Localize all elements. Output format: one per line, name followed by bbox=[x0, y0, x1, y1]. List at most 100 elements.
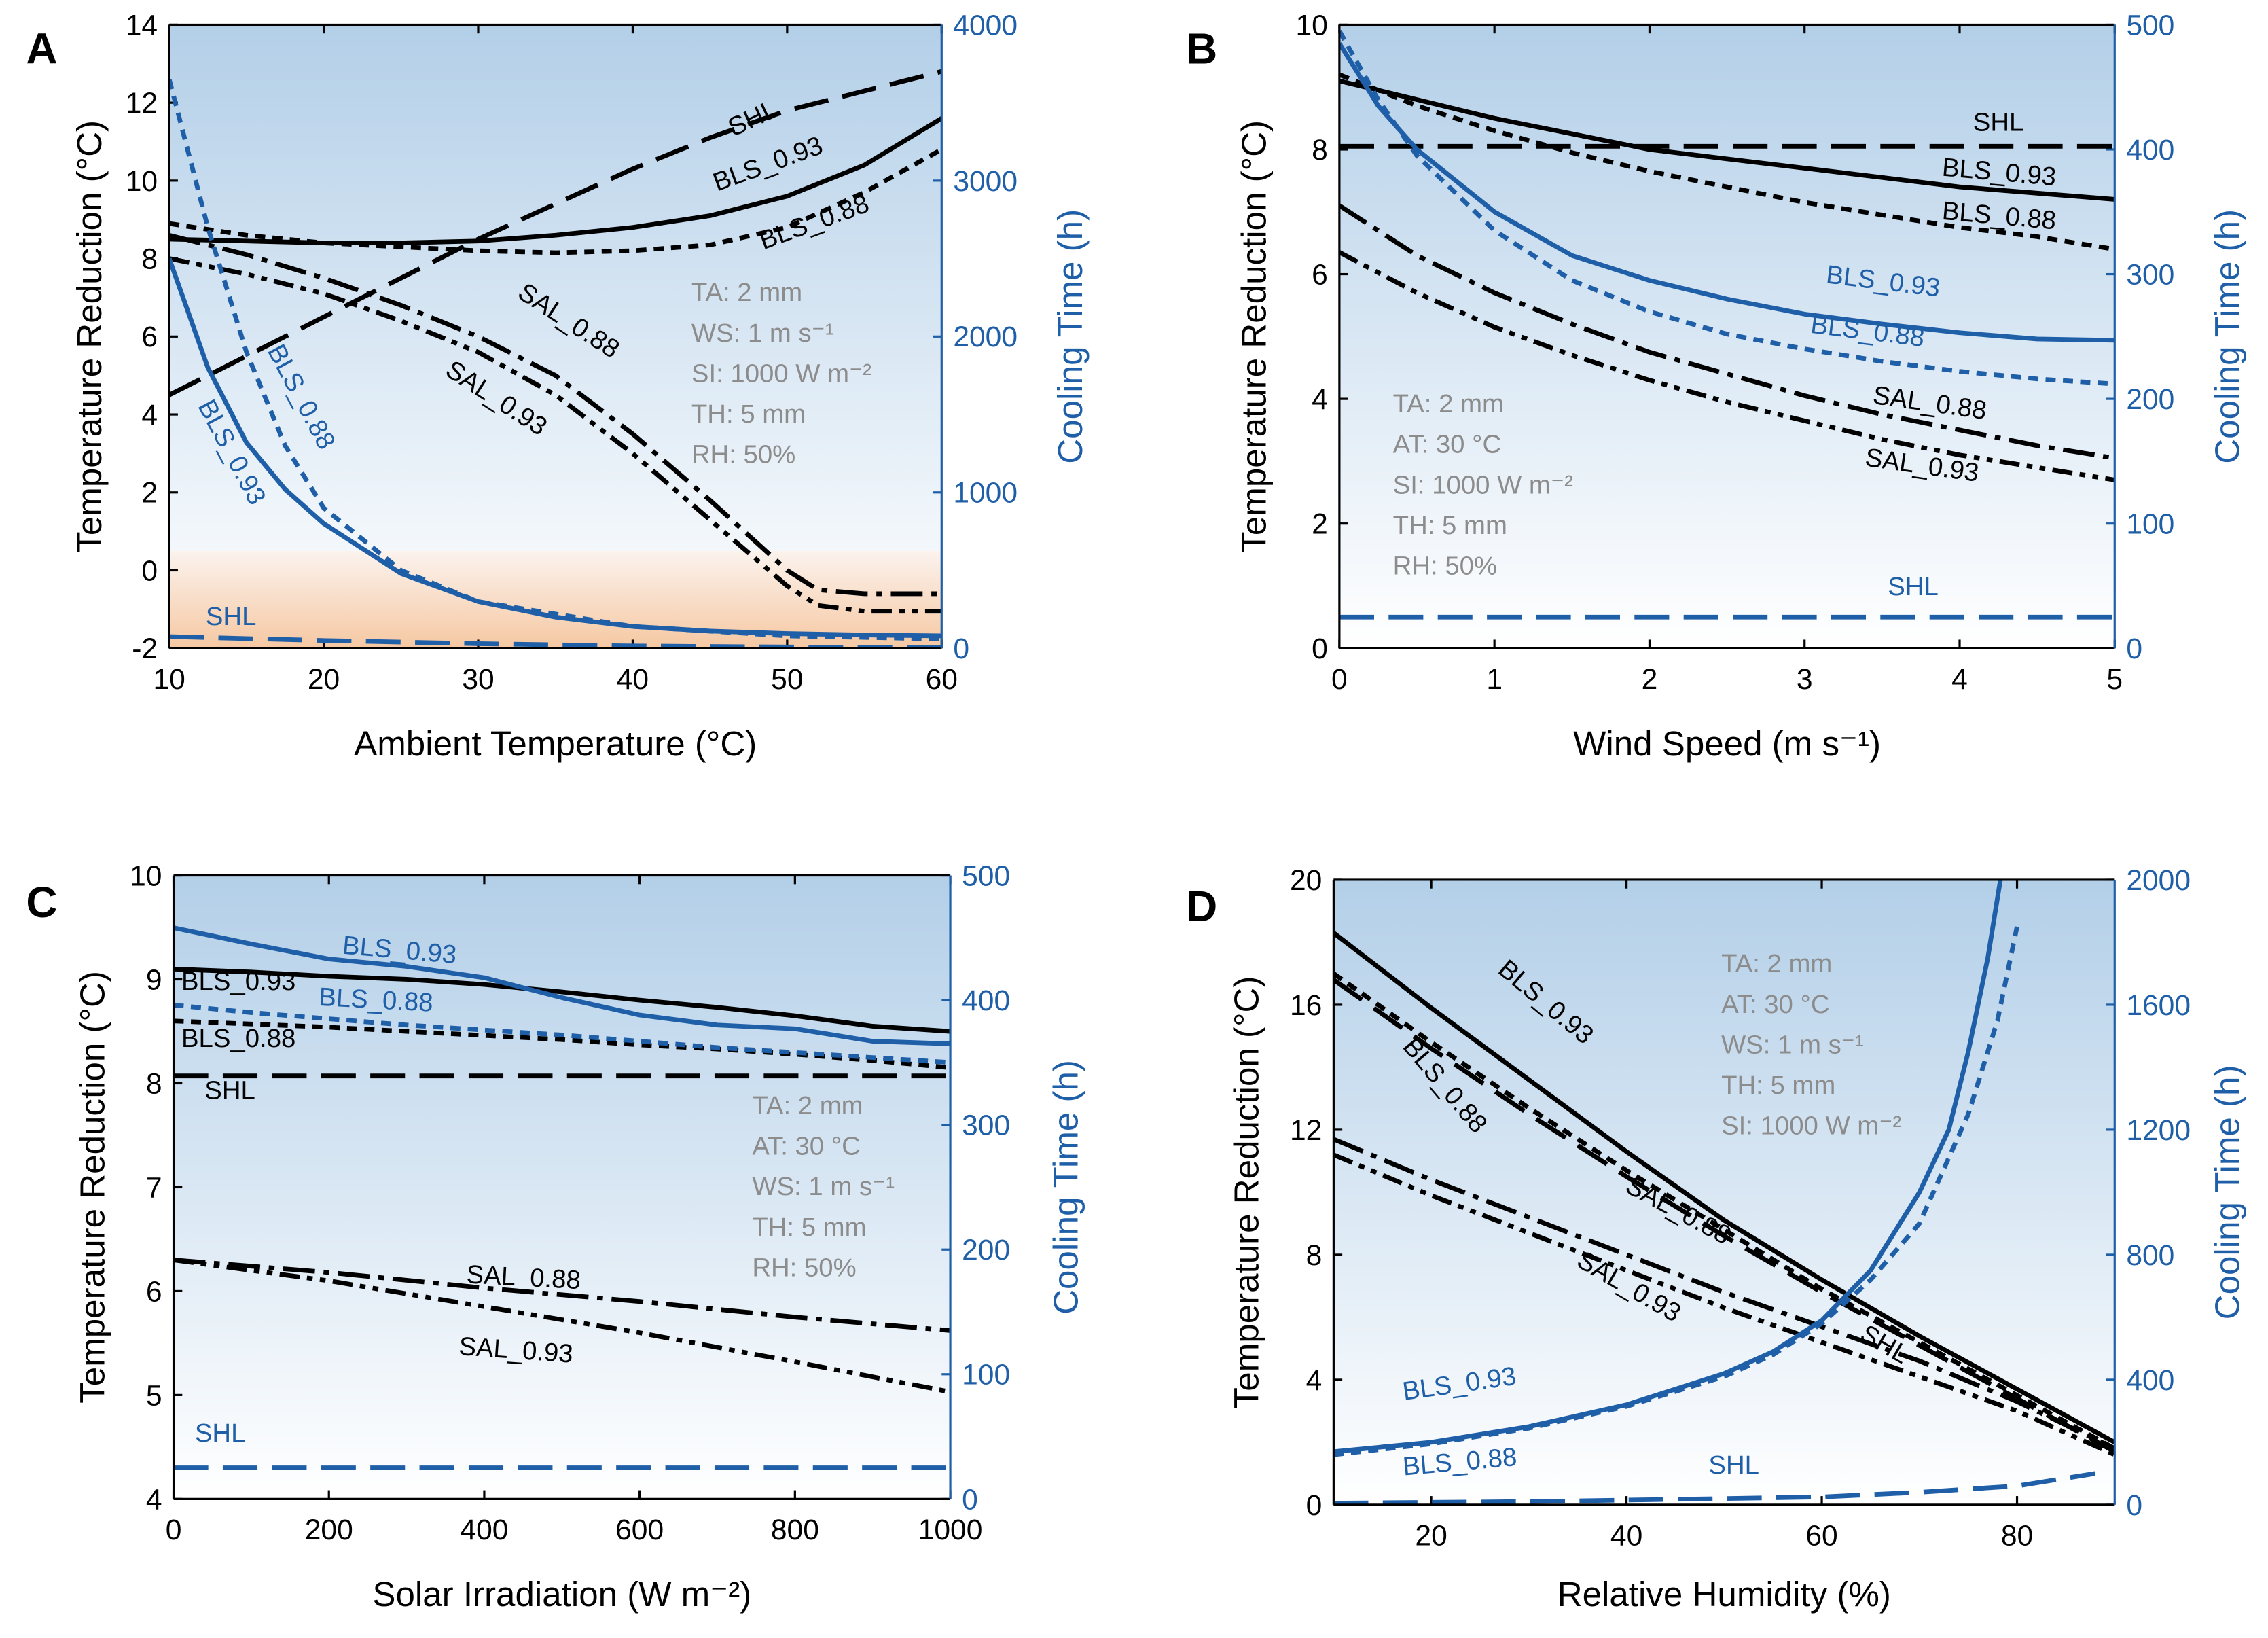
condition-info-text: TH: 5 mm bbox=[1393, 511, 1507, 540]
x-axis-title: Solar Irradiation (W m⁻²) bbox=[372, 1575, 751, 1614]
x-tick-label: 50 bbox=[771, 663, 803, 696]
condition-info-text: SI: 1000 W m⁻² bbox=[1393, 470, 1573, 499]
y-tick-label: 6 bbox=[146, 1275, 162, 1308]
y-tick-label: 10 bbox=[1295, 9, 1327, 41]
series-annotation: SHL bbox=[206, 602, 257, 631]
series-annotation: SAL_0.88 bbox=[466, 1260, 581, 1295]
panel-label: D bbox=[1186, 882, 1217, 931]
y-axis-title: Temperature Reduction (°C) bbox=[73, 971, 111, 1404]
condition-info-text: TH: 5 mm bbox=[1721, 1071, 1835, 1100]
series-BLS-093-right-blue bbox=[169, 257, 942, 639]
y-tick-label: -2 bbox=[132, 633, 158, 665]
y-axis-title: Temperature Reduction (°C) bbox=[1234, 120, 1273, 553]
y2-tick-label: 400 bbox=[2126, 134, 2174, 166]
panel-label: A bbox=[26, 24, 57, 73]
y-tick-label: 8 bbox=[141, 243, 158, 276]
x-axis-title: Wind Speed (m s⁻¹) bbox=[1573, 724, 1881, 763]
y2-axis-title: Cooling Time (h) bbox=[1051, 209, 1090, 464]
condition-info-text: TA: 2 mm bbox=[1393, 389, 1504, 419]
y2-tick-label: 4000 bbox=[953, 9, 1018, 41]
condition-info-text: AT: 30 °C bbox=[1393, 430, 1501, 459]
series-BLS-088-left-black bbox=[1333, 972, 2115, 1451]
series-SAL-088-left-black bbox=[169, 232, 942, 597]
x-tick-label: 2 bbox=[1642, 663, 1658, 696]
y-tick-label: 20 bbox=[1290, 864, 1322, 897]
condition-info-text: SI: 1000 W m⁻² bbox=[1721, 1111, 1901, 1141]
condition-info-text: TA: 2 mm bbox=[691, 278, 802, 307]
series-SAL-093-left-black bbox=[1339, 250, 2115, 482]
x-tick-label: 30 bbox=[462, 663, 494, 696]
y-tick-label: 4 bbox=[1306, 1364, 1322, 1397]
y-tick-label: 12 bbox=[1290, 1114, 1322, 1147]
y2-tick-label: 0 bbox=[953, 633, 969, 665]
x-tick-label: 1000 bbox=[918, 1514, 983, 1546]
series-annotation: SHL bbox=[1888, 572, 1939, 601]
y2-tick-label: 1000 bbox=[953, 477, 1018, 510]
y2-tick-label: 2000 bbox=[953, 321, 1018, 353]
condition-info-text: TH: 5 mm bbox=[752, 1213, 866, 1242]
series-SAL-088-left-black bbox=[1333, 1137, 2115, 1451]
panel-a: A 10 20 30 40 50 60 -2 0 2 4 6 8 10 12 14 0 1000 2000 3000 4… bbox=[26, 9, 1090, 762]
x-tick-label: 80 bbox=[2001, 1519, 2033, 1552]
series-annotation: SHL bbox=[195, 1419, 246, 1448]
x-tick-label: 0 bbox=[1331, 663, 1348, 696]
panel-b: B0 1 2 3 4 502468100100200300400500SHLBLS_0.9… bbox=[1186, 9, 2246, 762]
x-tick-label: 20 bbox=[1415, 1519, 1447, 1552]
y2-tick-label: 100 bbox=[962, 1359, 1010, 1391]
y2-tick-label: 0 bbox=[962, 1483, 978, 1516]
panel-d: D20 40 60 800481216200400800120016002000BLS… bbox=[1186, 864, 2246, 1614]
y2-tick-label: 300 bbox=[962, 1109, 1010, 1142]
y-tick-label: 0 bbox=[1312, 633, 1328, 665]
condition-info-text: WS: 1 m s⁻¹ bbox=[691, 319, 834, 348]
y2-tick-label: 300 bbox=[2126, 258, 2174, 291]
y-tick-label: 8 bbox=[1306, 1239, 1322, 1272]
y2-tick-label: 3000 bbox=[953, 165, 1018, 198]
series-annotation: SHL bbox=[1708, 1450, 1759, 1480]
x-tick-label: 1 bbox=[1486, 663, 1502, 696]
x-tick-label: 600 bbox=[615, 1514, 664, 1546]
series-BLS-088-right-blue bbox=[1339, 29, 2115, 387]
series-annotation: BLS_0.93 bbox=[181, 967, 295, 996]
y-axis-title: Temperature Reduction (°C) bbox=[1227, 976, 1266, 1409]
y2-axis-title: Cooling Time (h) bbox=[2208, 1065, 2246, 1319]
plot-background bbox=[173, 875, 951, 1499]
x-tick-label: 800 bbox=[771, 1514, 819, 1546]
y2-tick-label: 400 bbox=[962, 984, 1010, 1017]
panel-label: C bbox=[26, 878, 57, 927]
condition-info-text: WS: 1 m s⁻¹ bbox=[752, 1172, 895, 1201]
y-tick-label: 4 bbox=[141, 399, 158, 431]
series-SHL-right-blue bbox=[169, 634, 942, 649]
series-BLS-093-left-black bbox=[173, 966, 951, 1034]
series-SAL-093-left-black bbox=[169, 256, 942, 614]
panel-label: B bbox=[1186, 24, 1217, 73]
y2-axis-title: Cooling Time (h) bbox=[1046, 1060, 1085, 1315]
series-BLS-088-left-black bbox=[1339, 72, 2115, 252]
panel-c: C0 200 400 600 800 10004567891001002003004005… bbox=[26, 859, 1085, 1613]
y2-tick-label: 500 bbox=[962, 859, 1010, 892]
condition-info-text: SI: 1000 W m⁻² bbox=[691, 359, 871, 388]
x-tick-label: 40 bbox=[1610, 1519, 1642, 1552]
condition-info-text: WS: 1 m s⁻¹ bbox=[1721, 1030, 1864, 1059]
y-tick-label: 6 bbox=[141, 321, 158, 353]
series-SAL-093-left-black bbox=[1333, 1152, 2115, 1457]
condition-info-text: TA: 2 mm bbox=[1721, 949, 1832, 978]
y2-tick-label: 0 bbox=[2126, 633, 2142, 665]
panels: A10 20 30 40 50 60-20246810121401000200030004… bbox=[26, 9, 2246, 1614]
series-SAL-093-left-black bbox=[173, 1258, 951, 1395]
y-tick-label: 0 bbox=[141, 554, 158, 587]
y-tick-label: 4 bbox=[1312, 383, 1328, 416]
y-tick-label: 9 bbox=[146, 963, 162, 996]
y-tick-label: 12 bbox=[126, 87, 158, 120]
condition-info-text: RH: 50% bbox=[1393, 552, 1497, 581]
x-tick-label: 60 bbox=[1805, 1519, 1837, 1552]
series-annotation: BLS_0.88 bbox=[181, 1024, 295, 1053]
y-tick-label: 4 bbox=[146, 1483, 162, 1516]
y-tick-label: 2 bbox=[141, 477, 158, 510]
y-tick-label: 2 bbox=[1312, 508, 1328, 541]
y2-tick-label: 400 bbox=[2126, 1364, 2174, 1397]
series-BLS-088-right-blue bbox=[173, 1002, 951, 1065]
x-tick-label: 60 bbox=[926, 663, 958, 696]
series-SHL-left-black bbox=[169, 69, 942, 397]
y-tick-label: 0 bbox=[1306, 1489, 1322, 1522]
